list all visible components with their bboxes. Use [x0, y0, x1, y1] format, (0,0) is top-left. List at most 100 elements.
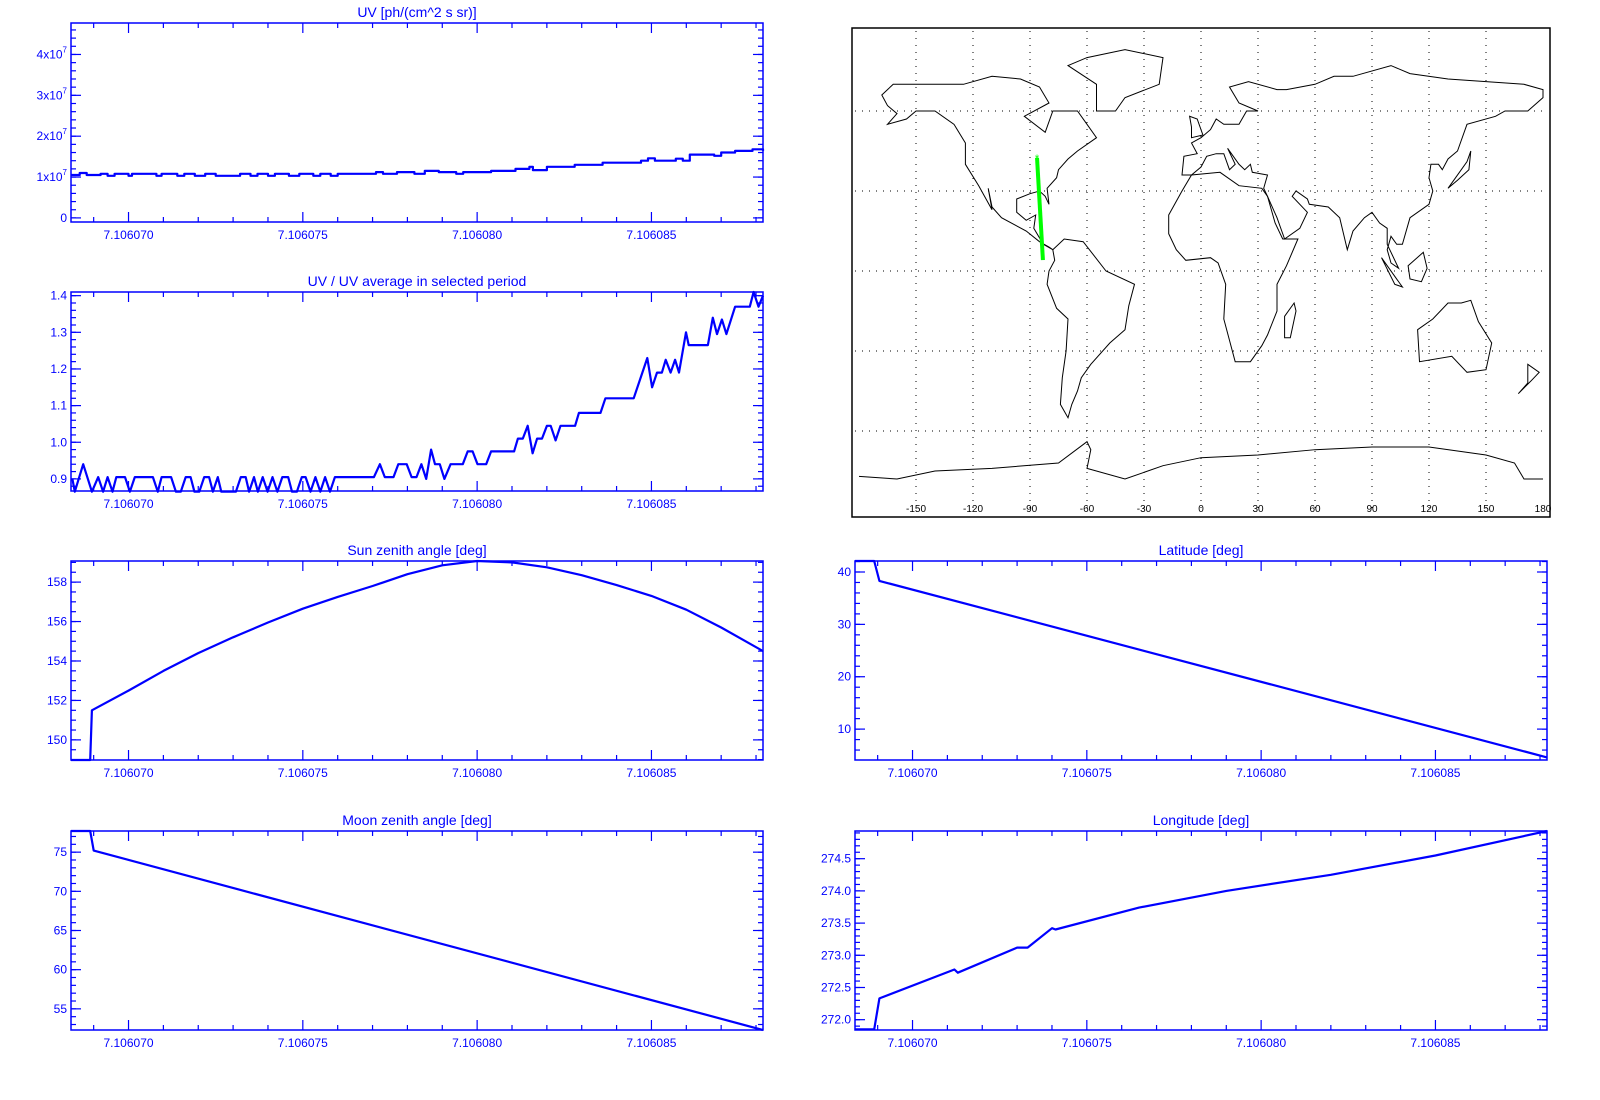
coastline-eurasia — [1181, 65, 1544, 270]
longitude-label: 90 — [1366, 504, 1378, 515]
y-tick-exponent: 7 — [63, 86, 68, 95]
plot-panel-sun: Sun zenith angle [deg] 7.106070 7.106075 7.… — [47, 542, 764, 780]
x-tick-label: 7.106080 — [452, 228, 502, 242]
x-tick-label: 7.106075 — [278, 766, 328, 780]
y-tick-label: 10 — [838, 722, 852, 736]
x-tick-label: 7.106075 — [1062, 1036, 1112, 1050]
x-tick-label: 7.106075 — [1062, 766, 1112, 780]
coastline-south-america — [1046, 238, 1136, 419]
plot-title: Longitude [deg] — [1153, 812, 1250, 828]
x-tick-label: 7.106070 — [103, 497, 153, 511]
y-tick-mantissa: 1.0 — [50, 435, 67, 449]
y-tick-mantissa: 272.0 — [821, 1013, 851, 1027]
satellite-track — [1035, 157, 1045, 261]
plot-frame — [854, 560, 1548, 761]
y-tick-mantissa: 60 — [54, 963, 68, 977]
y-tick-mantissa: 1.1 — [50, 399, 67, 413]
x-tick-label: 7.106080 — [452, 1036, 502, 1050]
data-series-lat — [855, 559, 1548, 759]
longitude-label: -90 — [1023, 504, 1038, 515]
coastline-antarctica — [858, 440, 1543, 480]
y-tick-mantissa: 20 — [838, 670, 852, 684]
y-tick-mantissa: 40 — [838, 565, 852, 579]
y-tick-mantissa: 152 — [47, 693, 67, 707]
longitude-label: -120 — [963, 504, 983, 515]
y-tick-label: 274.5 — [821, 852, 851, 866]
y-tick-label: 65 — [54, 924, 68, 938]
plot-frame — [70, 560, 764, 761]
x-tick-label: 7.106085 — [626, 497, 676, 511]
world-map: -150 -120 -90 -60 -30 0 30 60 90 120 150 180 * — [851, 27, 1552, 518]
data-series-moon — [71, 829, 764, 1032]
y-tick-label: 55 — [54, 1002, 68, 1016]
x-tick-label: 7.106085 — [626, 1036, 676, 1050]
y-tick-label: 20 — [838, 670, 852, 684]
coastline-new-zealand — [1517, 363, 1540, 395]
plot-panel-moon: Moon zenith angle [deg] 7.106070 7.106075 7… — [54, 812, 764, 1050]
coastline-borneo — [1407, 251, 1428, 283]
coastline-africa — [1168, 171, 1299, 363]
longitude-label: 60 — [1309, 504, 1321, 515]
y-tick-label: 1.4 — [50, 289, 67, 303]
x-tick-label: 7.106070 — [887, 1036, 937, 1050]
y-tick-exponent: 7 — [63, 45, 68, 54]
y-tick-label: 272.5 — [821, 980, 851, 994]
x-tick-label: 7.106080 — [452, 497, 502, 511]
y-tick-mantissa: 65 — [54, 924, 68, 938]
map-frame — [851, 27, 1551, 518]
x-tick-label: 7.106075 — [278, 228, 328, 242]
plot-frame — [70, 291, 764, 492]
y-tick-label: 75 — [54, 845, 68, 859]
coastline-japan — [1447, 150, 1472, 189]
y-tick-label: 1.1 — [50, 399, 67, 413]
y-tick-mantissa: 272.5 — [821, 980, 851, 994]
coastline-greenland — [1066, 49, 1164, 112]
x-tick-label: 7.106075 — [278, 1036, 328, 1050]
y-tick-mantissa: 3x10 — [37, 88, 63, 102]
y-tick-mantissa: 273.5 — [821, 916, 851, 930]
y-tick-label: 152 — [47, 693, 67, 707]
data-series-lon — [855, 829, 1548, 1031]
x-tick-label: 7.106085 — [1410, 766, 1460, 780]
x-tick-label: 7.106085 — [626, 228, 676, 242]
coastline-madagascar — [1284, 301, 1297, 339]
plot-title: UV [ph/(cm^2 s sr)] — [357, 4, 476, 20]
plot-frame — [854, 830, 1548, 1031]
y-tick-mantissa: 1.2 — [50, 362, 67, 376]
y-tick-label: 30 — [838, 617, 852, 631]
longitude-label: 120 — [1421, 504, 1438, 515]
y-tick-label: 1.0 — [50, 435, 67, 449]
y-tick-mantissa: 154 — [47, 654, 67, 668]
y-tick-label: 274.0 — [821, 884, 851, 898]
y-tick-label: 273.5 — [821, 916, 851, 930]
plot-panel-lon: Longitude [deg] 7.106070 7.106075 7.106080 7… — [821, 812, 1548, 1050]
y-tick-mantissa: 156 — [47, 615, 67, 629]
x-tick-label: 7.106080 — [452, 766, 502, 780]
y-tick-label: 1.3 — [50, 325, 67, 339]
y-tick-exponent: 7 — [63, 168, 68, 177]
coastline-great-britain — [1188, 115, 1204, 139]
y-tick-label: 3x107 — [37, 86, 68, 102]
x-tick-label: 7.106070 — [887, 766, 937, 780]
y-tick-mantissa: 30 — [838, 617, 852, 631]
y-tick-mantissa: 1.3 — [50, 325, 67, 339]
y-tick-mantissa: 150 — [47, 733, 67, 747]
longitude-label: -60 — [1080, 504, 1095, 515]
longitude-label: 30 — [1252, 504, 1264, 515]
y-tick-label: 0.9 — [50, 472, 67, 486]
y-tick-mantissa: 274.5 — [821, 852, 851, 866]
y-tick-label: 154 — [47, 654, 67, 668]
y-tick-mantissa: 273.0 — [821, 948, 851, 962]
plot-title: Moon zenith angle [deg] — [342, 812, 491, 828]
x-tick-label: 7.106085 — [626, 766, 676, 780]
coastline-sumatra — [1381, 257, 1404, 289]
y-tick-label: 0 — [60, 211, 67, 225]
plot-panel-lat: Latitude [deg] 7.106070 7.106075 7.106080 7.… — [838, 542, 1548, 780]
y-tick-mantissa: 274.0 — [821, 884, 851, 898]
x-tick-label: 7.106080 — [1236, 1036, 1286, 1050]
y-tick-label: 60 — [54, 963, 68, 977]
y-tick-label: 156 — [47, 615, 67, 629]
x-tick-label: 7.106070 — [103, 228, 153, 242]
y-tick-mantissa: 158 — [47, 575, 67, 589]
